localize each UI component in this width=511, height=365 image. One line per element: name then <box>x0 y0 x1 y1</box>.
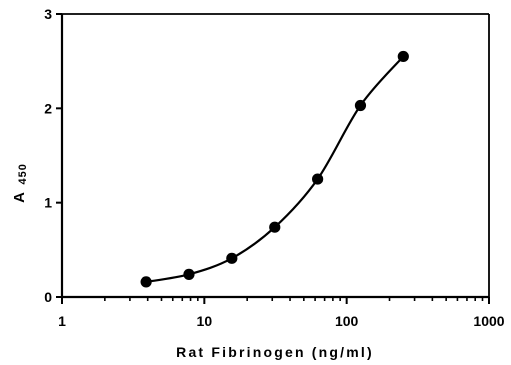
x-tick-label: 1 <box>58 313 66 329</box>
y-tick-label: 0 <box>44 289 52 305</box>
data-point <box>354 99 367 112</box>
x-tick-label: 1000 <box>473 313 504 329</box>
fitted-curve <box>145 55 405 283</box>
axes-group <box>60 13 490 299</box>
y-tick-label: 2 <box>44 100 52 116</box>
data-point <box>140 276 152 288</box>
y-axis-label: A 450 <box>11 163 29 203</box>
data-point <box>397 50 409 63</box>
y-axis-label-main: A <box>11 192 28 203</box>
data-point <box>269 221 281 233</box>
data-point <box>226 252 238 264</box>
data-point <box>183 268 195 280</box>
x-axis-label: Rat Fibrinogen (ng/ml) <box>176 344 374 360</box>
y-tick-label: 3 <box>44 6 52 22</box>
x-tick-label: 10 <box>197 313 213 329</box>
data-point <box>312 173 324 185</box>
y-axis-label-sub: 450 <box>17 163 29 184</box>
data-points-group <box>140 50 409 288</box>
x-tick-label: 100 <box>335 313 359 329</box>
y-tick-label: 1 <box>44 195 52 211</box>
